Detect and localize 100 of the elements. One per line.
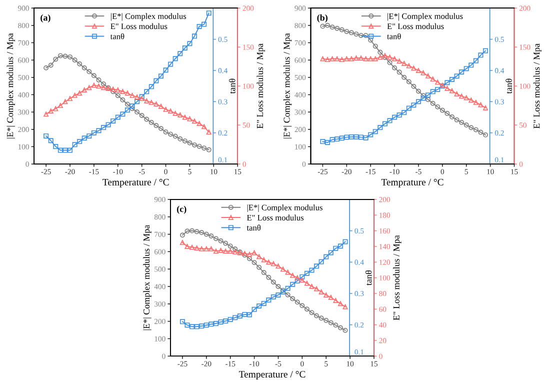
point bbox=[354, 134, 359, 140]
point bbox=[261, 257, 266, 262]
point bbox=[459, 94, 464, 99]
point bbox=[172, 134, 178, 139]
point bbox=[91, 130, 96, 136]
point bbox=[363, 56, 368, 62]
point bbox=[206, 10, 212, 16]
point bbox=[459, 120, 464, 125]
x-axis-title: Temperature / °C bbox=[102, 178, 169, 188]
point bbox=[68, 148, 73, 153]
point bbox=[190, 244, 195, 250]
y2-axis-title: tanθ bbox=[228, 78, 236, 94]
point bbox=[120, 97, 126, 102]
point bbox=[120, 89, 126, 94]
point bbox=[459, 70, 464, 75]
point bbox=[444, 110, 450, 116]
point bbox=[333, 322, 338, 328]
point bbox=[320, 24, 326, 29]
point bbox=[348, 30, 354, 36]
point bbox=[392, 56, 398, 62]
point bbox=[194, 246, 200, 251]
point bbox=[342, 328, 348, 333]
point bbox=[110, 89, 116, 94]
point bbox=[454, 91, 460, 96]
point bbox=[333, 298, 338, 303]
point bbox=[261, 300, 266, 306]
point bbox=[196, 144, 202, 149]
point bbox=[163, 68, 168, 73]
point bbox=[158, 104, 164, 109]
point bbox=[324, 254, 329, 260]
point bbox=[115, 114, 120, 120]
legend-label: tanθ bbox=[246, 224, 261, 231]
point bbox=[256, 303, 262, 308]
point bbox=[237, 314, 242, 319]
point bbox=[48, 108, 54, 114]
point bbox=[124, 90, 130, 96]
point bbox=[464, 66, 469, 72]
point bbox=[406, 106, 412, 111]
point bbox=[270, 294, 276, 300]
point bbox=[148, 84, 154, 90]
point bbox=[182, 138, 188, 144]
point bbox=[450, 88, 455, 94]
point bbox=[256, 254, 262, 260]
point bbox=[328, 320, 334, 326]
point bbox=[411, 102, 416, 108]
legend-label: E" Loss modulus bbox=[246, 214, 304, 220]
point bbox=[247, 256, 252, 262]
legend-label: E" Loss modulus bbox=[387, 23, 444, 30]
point bbox=[338, 325, 343, 330]
point bbox=[62, 54, 68, 59]
point bbox=[208, 246, 214, 252]
point bbox=[86, 85, 92, 90]
point bbox=[314, 286, 320, 292]
point bbox=[464, 122, 469, 128]
point bbox=[342, 239, 348, 244]
point bbox=[334, 26, 340, 31]
point bbox=[190, 324, 195, 330]
point bbox=[232, 246, 238, 252]
point bbox=[199, 230, 204, 236]
point bbox=[110, 118, 116, 124]
point bbox=[184, 244, 190, 249]
point bbox=[101, 125, 106, 130]
point bbox=[82, 65, 87, 70]
point bbox=[454, 74, 460, 79]
point bbox=[58, 148, 63, 153]
point bbox=[58, 53, 63, 58]
point bbox=[416, 88, 421, 94]
point bbox=[192, 34, 198, 39]
point bbox=[208, 322, 214, 327]
point bbox=[276, 264, 281, 269]
point bbox=[450, 114, 455, 120]
y3-axis-title: E" Loss modulus / Mpa bbox=[393, 235, 402, 320]
point bbox=[435, 104, 440, 110]
point bbox=[154, 123, 159, 128]
point bbox=[194, 229, 200, 234]
point bbox=[124, 102, 130, 107]
point bbox=[187, 41, 192, 46]
point bbox=[314, 264, 320, 269]
legend-label: tanθ bbox=[387, 33, 401, 40]
legend-label: tanθ bbox=[110, 33, 124, 40]
point bbox=[190, 228, 195, 234]
point bbox=[464, 95, 469, 100]
point bbox=[232, 249, 238, 254]
point bbox=[182, 114, 188, 120]
point bbox=[402, 74, 407, 80]
point bbox=[53, 144, 58, 150]
legend-label: E" Loss modulus bbox=[110, 23, 168, 30]
point bbox=[168, 62, 174, 67]
y3-axis-title: E" Loss modulus / Mpa bbox=[256, 43, 265, 129]
point bbox=[420, 93, 426, 98]
point bbox=[252, 250, 257, 256]
point bbox=[396, 70, 402, 75]
point bbox=[204, 322, 209, 328]
point bbox=[392, 114, 398, 120]
point bbox=[192, 118, 198, 124]
point bbox=[270, 261, 276, 266]
point bbox=[44, 112, 49, 117]
legend-label: |E*| Complex modulus bbox=[110, 13, 186, 21]
point bbox=[82, 136, 87, 141]
point bbox=[228, 248, 233, 254]
